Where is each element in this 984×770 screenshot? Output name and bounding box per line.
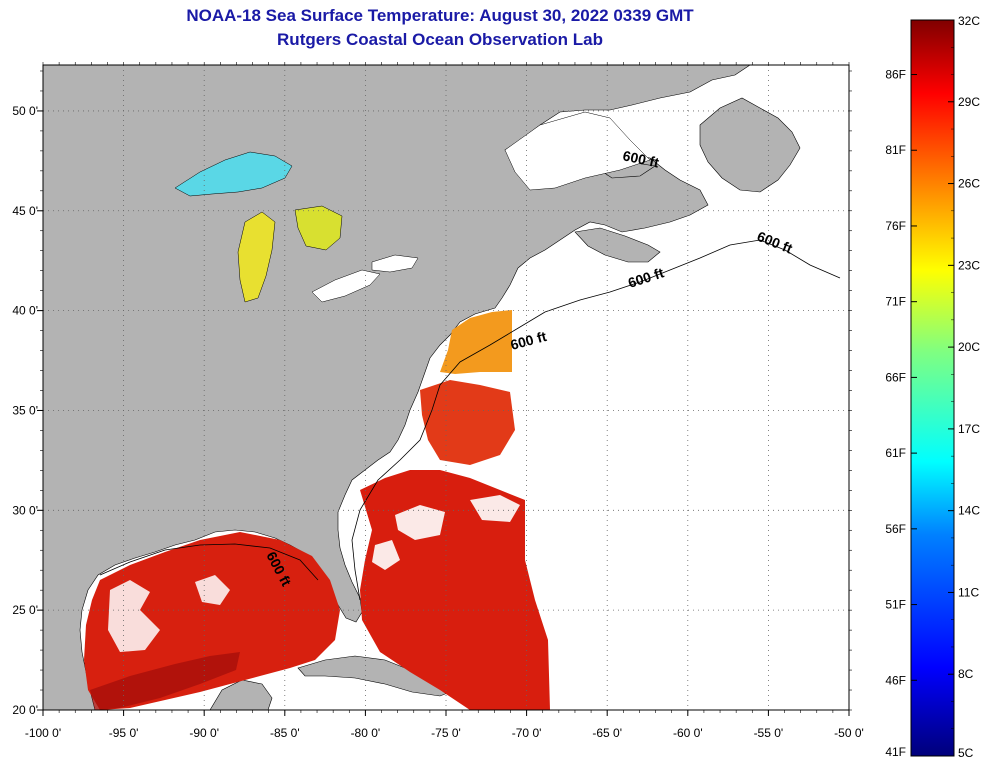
lon-tick-label: -85 0' [270,726,300,740]
colorbar-fahrenheit-label: 41F [885,745,906,759]
colorbar-labels: 32C 29C 26C 23C 20C 17C 14C 11C 8C 5C 86F 81F 76F 71F… [885,14,980,760]
lon-tick-label: -70 0' [512,726,542,740]
colorbar-celsius-label: 20C [958,340,980,354]
colorbar-fahrenheit-label: 51F [885,598,906,612]
lon-tick-label: -50 0' [834,726,864,740]
sst-gulf-deep-red [90,652,240,710]
lat-tick-label: 20 0' [12,703,38,717]
colorbar-fahrenheit-label: 46F [885,673,906,687]
lat-tick-label: 35 0' [12,403,38,417]
colorbar-fahrenheit-label: 66F [885,370,906,384]
colorbar-fahrenheit-label: 81F [885,143,906,157]
sst-southeast-atlantic-north [420,380,515,465]
colorbar-celsius-label: 5C [958,746,974,760]
colorbar-celsius-label: 26C [958,177,980,191]
lake-michigan [237,211,276,303]
isobath-600ft [99,239,841,601]
lat-tick-label: 30 0' [12,503,38,517]
map-ticks [37,62,852,716]
colorbar-fahrenheit-label: 86F [885,68,906,82]
cloud-atlantic-2 [470,495,520,522]
colorbar-celsius-label: 29C [958,95,980,109]
colorbar-fahrenheit-label: 76F [885,219,906,233]
contour-label: 600 ft [621,147,660,170]
lon-tick-label: -90 0' [189,726,219,740]
sst-gulf-of-mexico [84,532,340,710]
colorbar-fahrenheit-label: 56F [885,522,906,536]
lat-tick-label: 40 0' [12,304,38,318]
colorbar-fahrenheit-label: 61F [885,446,906,460]
map-subtitle: Rutgers Coastal Ocean Observation Lab [277,30,603,49]
axis-labels: -100 0' -95 0' -90 0' -85 0' -80 0' -75 0' -70… [12,104,863,740]
land-yucatan [209,679,273,710]
colorbar-celsius-label: 14C [958,504,980,518]
cloud-gulf-center [195,575,230,605]
land-nova-scotia [574,227,661,263]
sst-mid-atlantic [440,310,512,374]
lon-tick-label: -95 0' [109,726,139,740]
colorbar-celsius-label: 32C [958,14,980,28]
lon-tick-label: -75 0' [431,726,461,740]
gulf-st-lawrence [504,111,651,191]
lat-tick-label: 25 0' [12,603,38,617]
land-newfoundland [699,97,801,193]
colorbar-fahrenheit-label: 71F [885,295,906,309]
colorbar-celsius-label: 11C [958,585,979,599]
lon-tick-label: -100 0' [25,726,61,740]
lon-tick-label: -80 0' [351,726,381,740]
lon-tick-label: -60 0' [673,726,703,740]
cloud-atlantic-1 [395,505,445,540]
colorbar-celsius-label: 8C [958,667,974,681]
lon-tick-label: -55 0' [754,726,784,740]
lake-huron [294,205,343,251]
map-title: NOAA-18 Sea Surface Temperature: August … [186,6,694,25]
colorbar [910,19,955,757]
cloud-gulf-west [108,580,160,652]
lake-ontario [371,254,419,273]
cloud-atlantic-3 [372,540,400,570]
lat-tick-label: 45 0' [12,204,38,218]
colorbar-celsius-label: 23C [958,258,980,272]
lake-erie [311,269,381,303]
lon-tick-label: -65 0' [592,726,622,740]
colorbar-celsius-label: 17C [958,422,980,436]
lat-tick-label: 50 0' [12,104,38,118]
